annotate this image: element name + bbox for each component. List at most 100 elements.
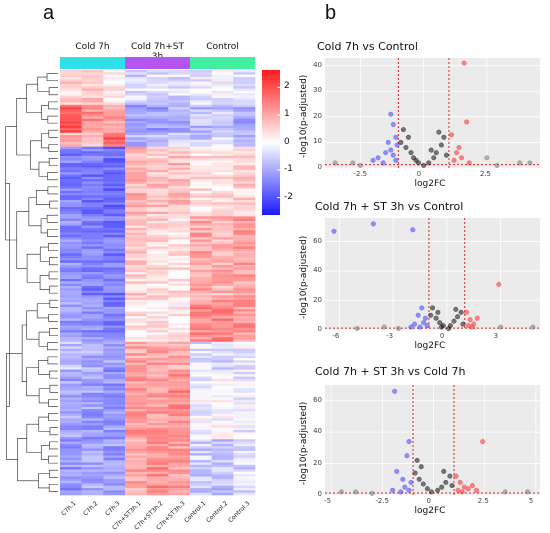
data-point bbox=[465, 486, 471, 492]
heatmap-cell bbox=[211, 141, 234, 145]
heatmap-cell bbox=[211, 241, 234, 245]
heatmap-cell bbox=[211, 174, 234, 178]
heatmap-cell bbox=[125, 125, 147, 129]
heatmap-cell bbox=[146, 376, 169, 380]
heatmap-cell bbox=[103, 320, 126, 324]
heatmap-cell bbox=[168, 323, 191, 326]
heatmap-cell bbox=[81, 195, 104, 199]
heatmap-cell bbox=[190, 95, 212, 99]
heatmap-cell bbox=[168, 76, 191, 80]
heatmap-cell bbox=[125, 316, 147, 319]
heatmap-cell bbox=[125, 485, 147, 489]
heatmap-cell bbox=[146, 128, 169, 131]
heatmap-cell bbox=[168, 478, 191, 482]
heatmap-cell bbox=[60, 318, 82, 322]
heatmap-cell bbox=[168, 265, 191, 268]
heatmap-cell bbox=[211, 488, 234, 491]
heatmap-cell bbox=[190, 402, 212, 405]
heatmap-cell bbox=[233, 402, 256, 405]
heatmap-cell bbox=[60, 74, 82, 78]
heatmap-cell bbox=[168, 432, 191, 435]
heatmap-cell bbox=[125, 411, 147, 415]
heatmap-cell bbox=[146, 418, 169, 421]
heatmap-cell bbox=[211, 176, 234, 180]
heatmap-cell bbox=[81, 227, 104, 231]
heatmap-cell bbox=[233, 346, 256, 349]
heatmap-cell bbox=[103, 204, 126, 208]
heatmap-cell bbox=[146, 453, 169, 456]
data-point bbox=[394, 468, 400, 474]
heatmap-cell bbox=[81, 248, 104, 252]
heatmap-cell bbox=[190, 223, 212, 226]
heatmap-cell bbox=[168, 279, 191, 282]
heatmap-cell bbox=[211, 337, 234, 340]
heatmap-cell bbox=[190, 274, 212, 277]
heatmap-cell bbox=[190, 464, 212, 468]
heatmap-cell bbox=[168, 90, 191, 94]
heatmap-cell bbox=[233, 332, 256, 336]
heatmap-cell bbox=[81, 200, 104, 203]
heatmap-cell bbox=[146, 420, 169, 424]
heatmap-cell bbox=[211, 381, 234, 384]
heatmap-cell bbox=[125, 395, 147, 398]
heatmap-cell bbox=[146, 450, 169, 454]
heatmap-cell bbox=[125, 172, 147, 175]
heatmap-cell bbox=[103, 70, 126, 73]
heatmap-cell bbox=[125, 253, 147, 257]
heatmap-cell bbox=[60, 160, 82, 164]
heatmap-cell bbox=[103, 239, 126, 243]
heatmap-cell bbox=[190, 406, 212, 410]
heatmap-cell bbox=[146, 251, 169, 254]
heatmap-cell bbox=[60, 409, 82, 412]
heatmap-cell bbox=[211, 351, 234, 354]
heatmap-cell bbox=[233, 378, 256, 382]
heatmap-cell bbox=[125, 436, 147, 440]
heatmap-cell bbox=[81, 288, 104, 291]
heatmap-cell bbox=[81, 186, 104, 189]
heatmap-cell bbox=[168, 111, 191, 115]
heatmap-cell bbox=[233, 207, 256, 210]
heatmap-cell bbox=[81, 81, 104, 85]
heatmap-cell bbox=[168, 137, 191, 140]
heatmap-cell bbox=[146, 88, 169, 92]
colorbar-tick-label: -1 bbox=[284, 164, 293, 175]
data-point bbox=[414, 457, 420, 463]
heatmap-cell bbox=[190, 290, 212, 294]
heatmap-cell bbox=[146, 183, 169, 187]
heatmap-cell bbox=[60, 469, 82, 473]
heatmap-cell bbox=[146, 423, 169, 426]
heatmap-cell bbox=[60, 341, 82, 345]
heatmap-cell bbox=[168, 258, 191, 261]
heatmap-group-bar bbox=[60, 57, 125, 69]
heatmap-cell bbox=[60, 443, 82, 447]
heatmap-cell bbox=[81, 360, 104, 363]
heatmap-cell bbox=[146, 299, 169, 303]
heatmap-cell bbox=[60, 418, 82, 421]
heatmap-cell bbox=[168, 70, 191, 73]
data-point bbox=[421, 320, 427, 326]
heatmap-cell bbox=[190, 172, 212, 175]
heatmap-cell bbox=[81, 316, 104, 319]
heatmap-cell bbox=[168, 209, 191, 212]
heatmap-cell bbox=[60, 292, 82, 296]
data-point bbox=[421, 162, 427, 168]
heatmap-cell bbox=[233, 123, 256, 127]
heatmap-cell bbox=[60, 76, 82, 80]
heatmap-cell bbox=[146, 413, 169, 417]
heatmap-cell bbox=[233, 248, 256, 252]
heatmap-cell bbox=[103, 357, 126, 361]
heatmap-cell bbox=[190, 423, 212, 426]
heatmap-cell bbox=[168, 204, 191, 208]
heatmap-cell bbox=[125, 471, 147, 475]
heatmap-cell bbox=[168, 246, 191, 250]
heatmap-cell bbox=[103, 360, 126, 363]
y-tick-label: 0 bbox=[317, 325, 322, 333]
heatmap-cell bbox=[60, 253, 82, 257]
heatmap-cell bbox=[146, 360, 169, 363]
heatmap-cell bbox=[168, 467, 191, 470]
heatmap-cell bbox=[190, 339, 212, 343]
heatmap-cell bbox=[125, 186, 147, 189]
heatmap-cell bbox=[211, 325, 234, 329]
heatmap-cell bbox=[211, 86, 234, 89]
heatmap-cell bbox=[190, 241, 212, 245]
